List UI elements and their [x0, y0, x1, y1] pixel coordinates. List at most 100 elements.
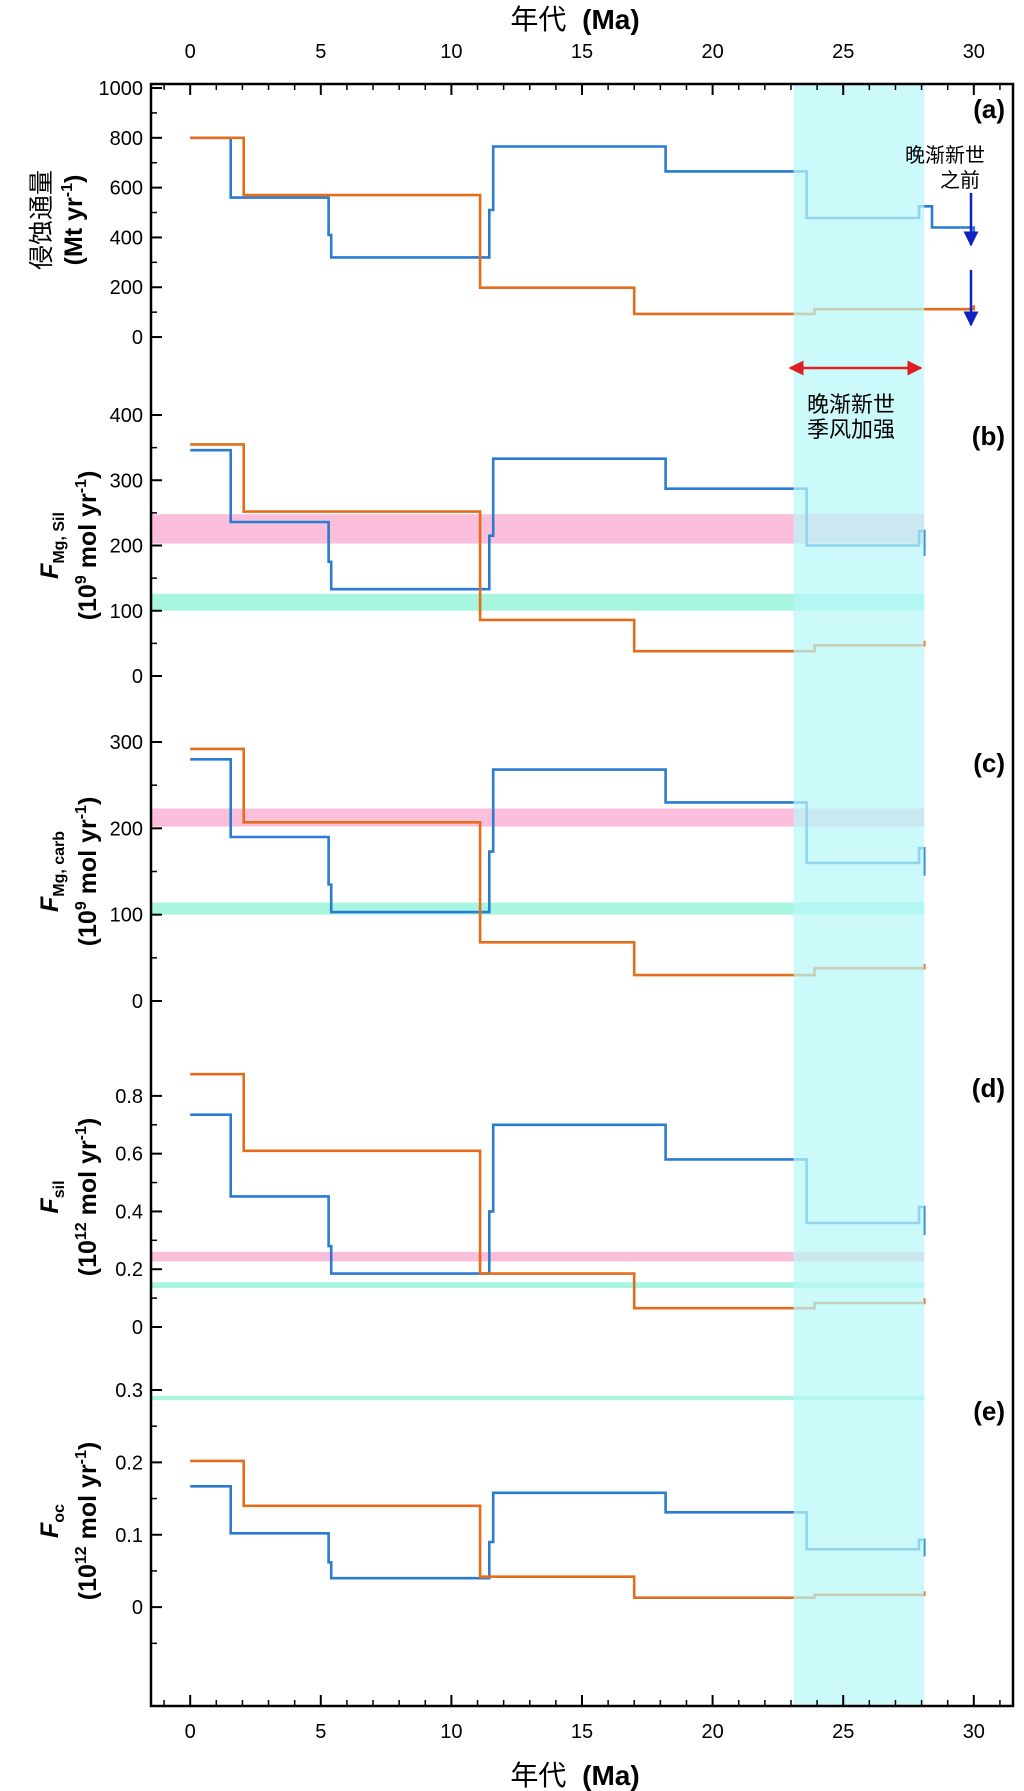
y-tick-label: 200	[110, 536, 143, 558]
x-tick-label-bottom: 0	[185, 1721, 196, 1743]
y-tick-label: 0	[132, 1597, 143, 1619]
y-axis-label-line: (Mt yr-1)	[59, 175, 88, 266]
y-axis-label-line: (109 mol yr-1)	[73, 797, 102, 947]
y-tick-label: 0.4	[115, 1201, 143, 1223]
panel-label: (d)	[972, 1073, 1005, 1103]
y-axis-label-superscript: -1	[73, 805, 90, 819]
annotation-monsoon-2: 季风加强	[807, 417, 895, 442]
x-tick-label-top: 5	[315, 41, 326, 63]
y-tick-label: 300	[110, 732, 143, 754]
y-axis-label-superscript: 9	[73, 575, 90, 584]
highlight-layer	[793, 84, 925, 1706]
reference-band-green	[151, 1395, 925, 1401]
y-tick-label: 0	[132, 327, 143, 349]
y-tick-label: 600	[110, 178, 143, 200]
x-axis-title-bottom-unit: (Ma)	[582, 1760, 640, 1791]
panel-label: (a)	[973, 94, 1005, 124]
y-axis-label-superscript: -1	[73, 479, 90, 493]
y-tick-label: 100	[110, 905, 143, 927]
y-axis-label-line: (1012 mol yr-1)	[73, 1442, 102, 1600]
x-axis-title-top-cn: 年代	[510, 4, 566, 35]
y-axis-label-superscript: 12	[73, 1222, 90, 1240]
y-axis-label-text: mol yr	[74, 493, 102, 575]
y-tick-label: 400	[110, 227, 143, 249]
y-axis-label-text: )	[74, 1118, 102, 1126]
y-tick-label: 0.2	[115, 1259, 143, 1281]
y-axis-label-text: (10	[74, 584, 102, 620]
y-tick-label: 0.2	[115, 1452, 143, 1474]
x-tick-label-bottom: 25	[832, 1721, 854, 1743]
y-axis-label-superscript: 12	[73, 1546, 90, 1564]
reference-band-green	[151, 1282, 925, 1288]
x-axis-title-top-unit: (Ma)	[582, 4, 640, 35]
y-tick-label: 200	[110, 818, 143, 840]
y-tick-label: 0	[132, 991, 143, 1013]
y-axis-label-text: (10	[74, 910, 102, 946]
y-axis-label-text: )	[60, 175, 88, 183]
reference-band-pink	[151, 1251, 925, 1262]
x-tick-label-top: 10	[440, 41, 462, 63]
y-axis-label-text: (10	[74, 1240, 102, 1276]
y-tick-label: 800	[110, 128, 143, 150]
y-tick-label: 1000	[99, 78, 144, 100]
y-axis-label: 侵蚀通量 (Mt yr-1)	[28, 170, 88, 270]
y-tick-label: 400	[110, 405, 143, 427]
y-axis-label: Foc(1012 mol yr-1)	[36, 1442, 102, 1600]
x-tick-label-bottom: 30	[963, 1721, 985, 1743]
y-axis-label-text: mol yr	[74, 819, 102, 901]
text-layer: 年代 (Ma) 年代 (Ma) 晚渐新世 之前 晚渐新世 季风加强 0 0 5 5 10…	[28, 4, 1005, 1791]
y-axis-label-superscript: -1	[59, 183, 76, 197]
y-axis-label-text: (10	[74, 1564, 102, 1600]
x-tick-label-top: 15	[571, 41, 593, 63]
x-tick-label-bottom: 15	[571, 1721, 593, 1743]
y-axis-label-subscript: Mg, Sil	[51, 512, 68, 564]
y-axis-label-subscript: Mg, carb	[51, 831, 68, 897]
panel-label: (c)	[973, 748, 1005, 778]
late-oligocene-highlight	[793, 84, 925, 1706]
y-axis-label-line: FMg, Sil	[36, 512, 68, 579]
x-tick-label-bottom: 10	[440, 1721, 462, 1743]
y-axis-label-text: F	[36, 896, 64, 912]
y-axis-label-text: )	[74, 471, 102, 479]
x-tick-label-top: 30	[963, 41, 985, 63]
y-axis-label-superscript: 9	[73, 901, 90, 910]
y-axis-label-text: F	[36, 1198, 64, 1214]
y-tick-label: 0.8	[115, 1086, 143, 1108]
panel-label: (b)	[972, 421, 1005, 451]
y-tick-label: 200	[110, 277, 143, 299]
y-axis-label-superscript: -1	[73, 1450, 90, 1464]
y-tick-label: 300	[110, 470, 143, 492]
annotation-arrows-layer	[788, 193, 979, 376]
y-axis-label: FMg, carb(109 mol yr-1)	[36, 797, 102, 947]
y-axis-label-line: Fsil	[36, 1180, 68, 1213]
y-tick-label: 0.3	[115, 1380, 143, 1402]
y-axis-label-text: mol yr	[74, 1140, 102, 1222]
axes-layer	[149, 82, 1015, 1708]
y-axis-label-text: F	[36, 563, 64, 579]
y-axis-label-text: (Mt yr	[60, 197, 88, 265]
y-axis-label-line: Foc	[36, 1504, 68, 1538]
y-axis-label-text: )	[74, 797, 102, 805]
y-axis-label: Fsil(1012 mol yr-1)	[36, 1118, 102, 1276]
y-tick-label: 0.1	[115, 1525, 143, 1547]
y-axis-label-text: mol yr	[74, 1464, 102, 1546]
x-tick-label-top: 0	[185, 41, 196, 63]
x-axis-title-top: 年代 (Ma)	[510, 4, 639, 35]
x-axis-title-bottom: 年代 (Ma)	[510, 1760, 639, 1791]
reference-band-green	[151, 593, 925, 611]
y-axis-label-subscript: sil	[51, 1180, 68, 1198]
y-axis-label-superscript: -1	[73, 1126, 90, 1140]
panel-label: (e)	[973, 1396, 1005, 1426]
y-axis-label-text: F	[36, 1522, 64, 1538]
annotation-pre-oligocene-1: 晚渐新世	[905, 144, 985, 167]
x-tick-label-top: 20	[701, 41, 723, 63]
y-tick-label: 0.6	[115, 1144, 143, 1166]
x-tick-label-bottom: 5	[315, 1721, 326, 1743]
annotation-monsoon-1: 晚渐新世	[807, 392, 895, 417]
y-axis-label-subscript: oc	[51, 1504, 68, 1523]
y-axis-label-line: FMg, carb	[36, 831, 68, 912]
y-axis-label-line: (109 mol yr-1)	[73, 471, 102, 621]
x-axis-title-bottom-cn: 年代	[510, 1760, 566, 1791]
y-axis-label-text: )	[74, 1442, 102, 1450]
